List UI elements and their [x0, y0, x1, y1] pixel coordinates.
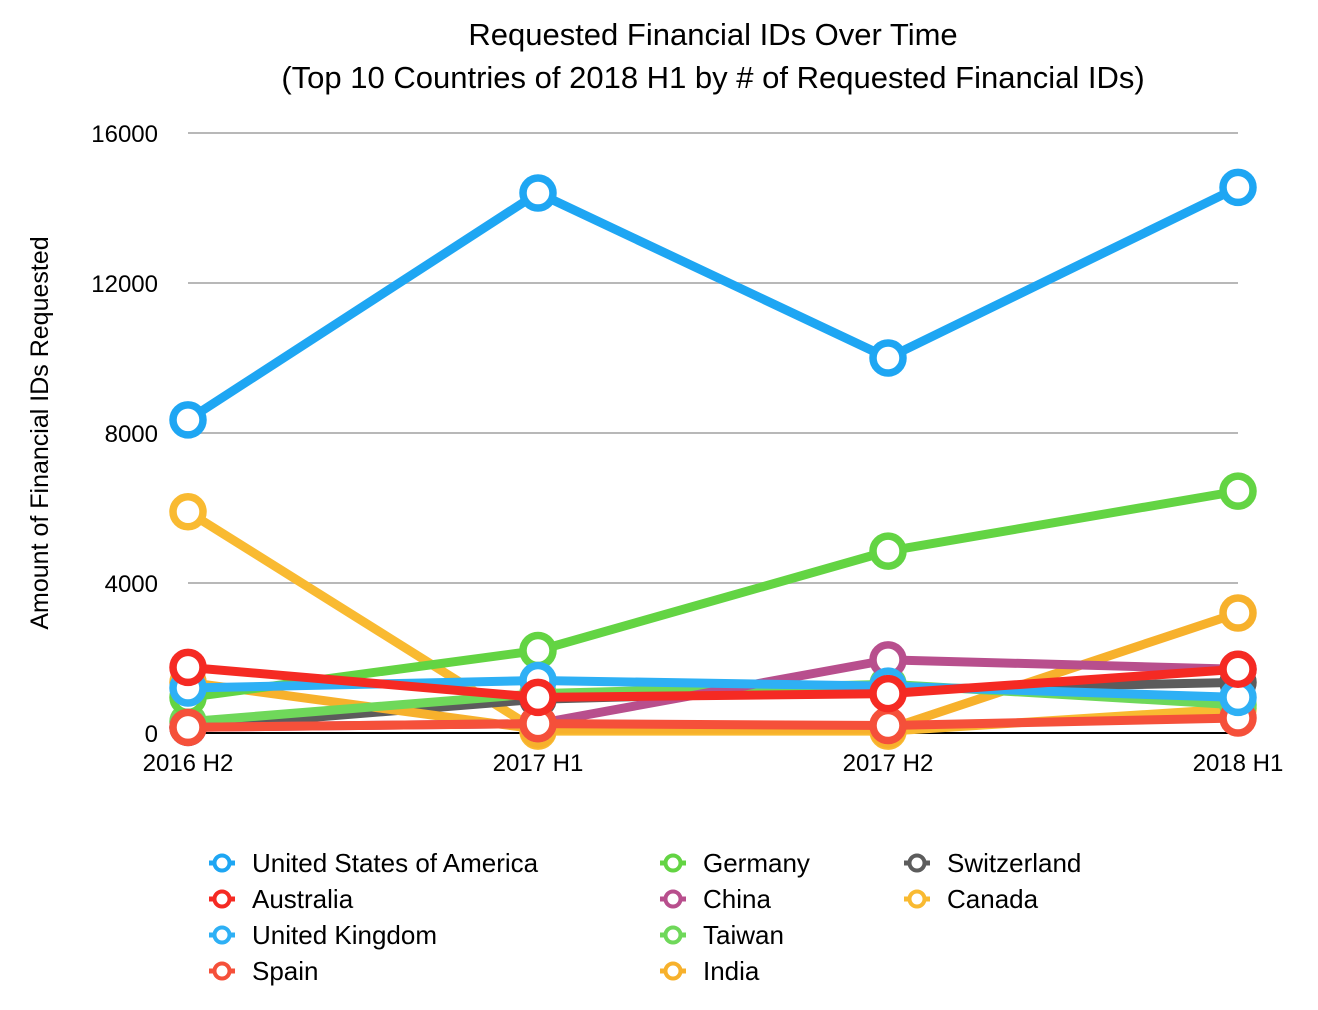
- legend-label: India: [703, 956, 760, 986]
- data-point: [169, 648, 207, 687]
- data-point: [169, 493, 207, 531]
- legend-label: Canada: [947, 884, 1039, 914]
- series-line: [183, 662, 1243, 702]
- legend-label: Switzerland: [947, 848, 1081, 878]
- y-tick-label: 4000: [105, 571, 158, 598]
- series-australia: [169, 648, 1257, 717]
- legend-swatch-marker: [663, 889, 683, 909]
- legend-item: Switzerland: [904, 848, 1081, 878]
- legend-swatch-marker: [663, 853, 683, 873]
- data-point: [869, 674, 907, 713]
- legend-item: Canada: [904, 884, 1039, 914]
- legend-item: Taiwan: [660, 920, 784, 950]
- legend-item: China: [660, 884, 771, 914]
- y-axis-ticks: 0 4000 8000 12000 16000: [91, 121, 158, 748]
- data-point: [869, 339, 907, 377]
- legend: United States of America Australia United …: [209, 848, 1081, 986]
- chart-title-line-1: Requested Financial IDs Over Time: [468, 17, 957, 52]
- legend-swatch-marker: [663, 925, 683, 945]
- legend-swatch-marker: [212, 889, 232, 909]
- x-tick-label: 2016 H2: [143, 750, 234, 777]
- legend-item: United States of America: [209, 848, 539, 878]
- legend-swatch-marker: [907, 889, 927, 909]
- data-point: [519, 678, 557, 717]
- legend-item: Germany: [660, 848, 810, 878]
- x-tick-label: 2017 H2: [843, 750, 934, 777]
- data-point: [869, 532, 907, 570]
- series-line: [183, 182, 1243, 425]
- series-united-states-of-america: [169, 168, 1257, 439]
- gridlines: [188, 132, 1238, 734]
- legend-label: United Kingdom: [252, 920, 437, 950]
- data-point: [169, 708, 207, 747]
- series-line: [183, 713, 1243, 732]
- y-tick-label: 16000: [91, 121, 158, 148]
- legend-item: Spain: [209, 956, 319, 986]
- legend-label: Germany: [703, 848, 810, 878]
- legend-label: Taiwan: [703, 920, 784, 950]
- data-point: [519, 174, 557, 212]
- series-lines: [169, 168, 1257, 750]
- data-point: [169, 401, 207, 439]
- data-point: [519, 631, 557, 670]
- legend-item: United Kingdom: [209, 920, 437, 950]
- x-tick-label: 2017 H1: [493, 750, 584, 777]
- y-tick-label: 8000: [105, 421, 158, 448]
- legend-item: India: [660, 956, 760, 986]
- legend-swatch-marker: [212, 961, 232, 981]
- data-point: [869, 706, 907, 745]
- legend-swatch-marker: [212, 925, 232, 945]
- legend-label: Spain: [252, 956, 319, 986]
- legend-label: Australia: [252, 884, 354, 914]
- legend-item: Australia: [209, 884, 354, 914]
- legend-swatch-marker: [663, 961, 683, 981]
- y-axis-title: Amount of Financial IDs Requested: [26, 236, 54, 629]
- data-point: [1219, 594, 1257, 632]
- legend-swatch-marker: [907, 853, 927, 873]
- x-tick-label: 2018 H1: [1193, 750, 1284, 777]
- legend-label: United States of America: [252, 848, 539, 878]
- series-line: [183, 486, 1243, 702]
- y-tick-label: 0: [145, 721, 158, 748]
- data-point: [1219, 650, 1257, 688]
- data-point: [1219, 472, 1257, 510]
- chart-title-line-2: (Top 10 Countries of 2018 H1 by # of Req…: [281, 60, 1144, 95]
- data-point: [1219, 168, 1257, 207]
- legend-swatch-marker: [212, 853, 232, 873]
- legend-label: China: [703, 884, 771, 914]
- x-axis-ticks: 2016 H2 2017 H1 2017 H2 2018 H1: [143, 750, 1284, 777]
- y-tick-label: 12000: [91, 271, 158, 298]
